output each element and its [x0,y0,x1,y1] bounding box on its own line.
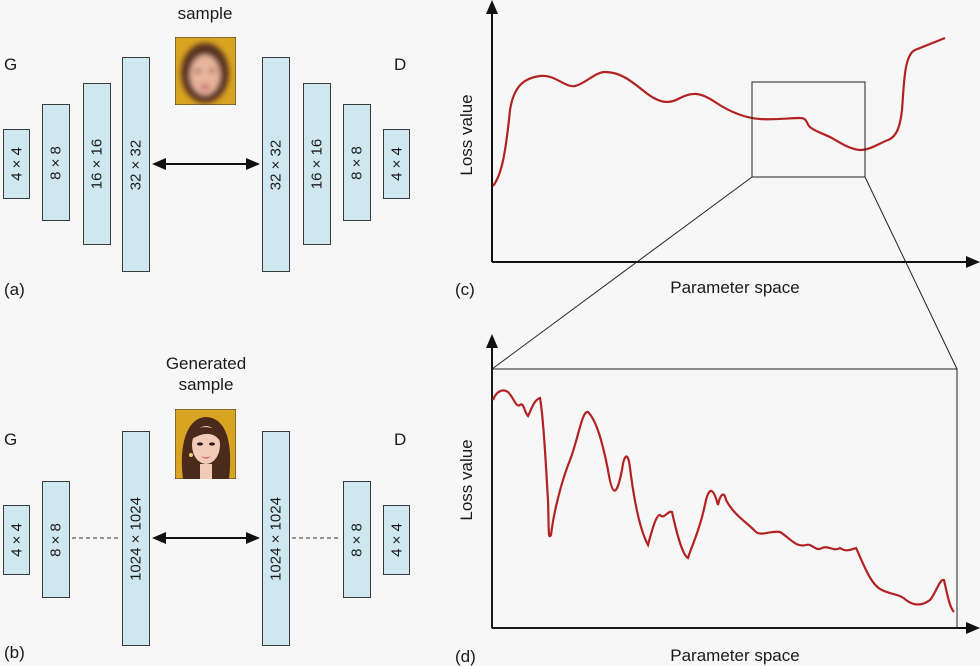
block-label: 8 × 8 [348,522,366,557]
discriminator-label-a: D [394,55,407,74]
block-label: 8 × 8 [348,145,366,180]
discriminator-block-32x32-a: 32 × 32 [262,57,290,272]
panel-c-x-arrow [966,256,980,268]
panel-c-ylabel: Loss value [457,94,476,175]
generator-label-a: G [4,55,18,74]
panel-c-loss-curve [492,36,946,187]
block-label: 16 × 16 [88,138,106,190]
sample-label-a: sample [177,4,233,23]
generated-sample-line2: sample [178,375,234,394]
block-label: 4 × 4 [8,523,25,557]
discriminator-block-16x16-a: 16 × 16 [303,83,331,245]
generator-block-8x8-a: 8 × 8 [42,104,70,221]
panel-d-frame [491,368,958,629]
block-label: 16 × 16 [308,138,326,190]
block-label: 4 × 4 [388,523,405,557]
block-label: 1024 × 1024 [267,496,285,581]
generator-block-32x32-a: 32 × 32 [122,57,150,272]
block-label: 4 × 4 [388,147,405,181]
generator-block-1024-b: 1024 × 1024 [122,431,150,646]
generator-label-b: G [4,430,18,449]
generator-block-4x4-b: 4 × 4 [3,505,30,575]
dashed-connector-right [292,537,341,539]
generator-block-8x8-b: 8 × 8 [42,481,70,598]
panel-d-xlabel: Parameter space [670,646,799,665]
panel-tag-c: (c) [455,280,475,299]
generated-face-image [175,409,236,479]
panel-tag-b: (b) [4,643,25,662]
discriminator-block-4x4-a: 4 × 4 [383,129,410,199]
panel-c-xlabel: Parameter space [670,278,799,297]
generator-block-4x4-a: 4 × 4 [3,129,30,199]
block-label: 8 × 8 [47,145,65,180]
generated-sample-label: Generated sample [150,353,262,395]
dashed-connector-left [72,537,120,539]
block-label: 4 × 4 [8,147,25,181]
block-label: 32 × 32 [267,139,285,190]
zoom-line-left [491,176,753,370]
loss-landscape-figure: Loss value Loss value Parameter space Pa… [455,0,980,666]
discriminator-label-b: D [394,430,407,449]
block-label: 32 × 32 [127,139,145,190]
zoom-box [751,81,866,178]
panel-c-y-arrow [486,0,498,14]
panel-d-y-arrow [486,334,498,348]
double-arrow-b [152,532,260,544]
panel-tag-d: (d) [455,647,476,666]
discriminator-block-1024-b: 1024 × 1024 [262,431,290,646]
zoom-line-right [864,176,958,370]
discriminator-block-4x4-b: 4 × 4 [383,505,410,575]
panel-d-ylabel: Loss value [457,439,476,520]
block-label: 8 × 8 [47,522,65,557]
panel-tag-a: (a) [4,280,25,299]
blurry-face-image [175,37,236,105]
discriminator-block-8x8-a: 8 × 8 [343,104,371,221]
panel-d-x-arrow [966,622,980,634]
panel-d-loss-curve [491,389,955,613]
double-arrow-a [152,158,260,170]
discriminator-block-8x8-b: 8 × 8 [343,481,371,598]
generator-block-16x16-a: 16 × 16 [83,83,111,245]
generated-sample-line1: Generated [165,354,247,373]
block-label: 1024 × 1024 [127,496,145,581]
